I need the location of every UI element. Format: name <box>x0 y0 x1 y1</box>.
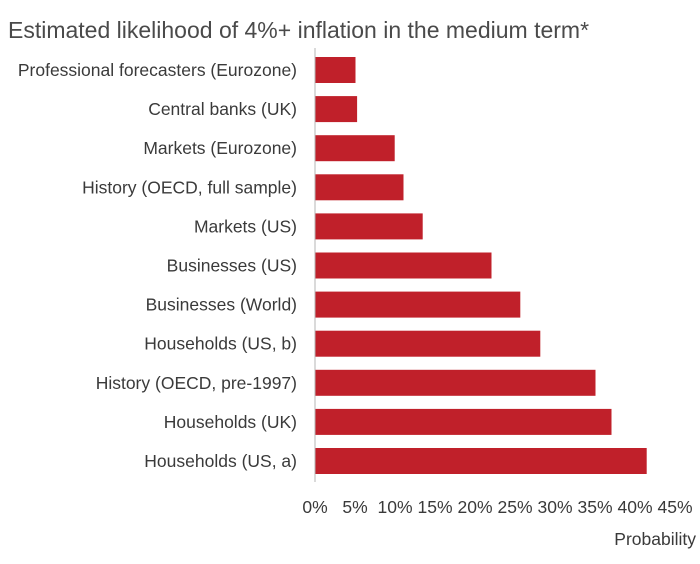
category-labels: Professional forecasters (Eurozone) Centr… <box>18 60 297 471</box>
bars-group <box>315 57 647 474</box>
bar <box>315 57 356 83</box>
category-label: Households (US, a) <box>144 451 297 471</box>
bar <box>315 408 612 435</box>
bar <box>315 96 358 123</box>
bar <box>315 135 395 162</box>
bar <box>315 213 423 240</box>
x-tick-label: 15% <box>417 497 452 517</box>
x-tick-label: 20% <box>457 497 492 517</box>
bar <box>315 330 541 357</box>
bar <box>315 174 404 201</box>
bar <box>315 252 492 279</box>
x-tick-label: 35% <box>577 497 612 517</box>
category-label: Businesses (US) <box>167 256 297 276</box>
x-tick-label: 10% <box>377 497 412 517</box>
category-label: History (OECD, pre-1997) <box>96 373 297 393</box>
x-tick-label: 40% <box>617 497 652 517</box>
category-label: Markets (US) <box>194 216 297 236</box>
category-label: History (OECD, full sample) <box>82 177 297 197</box>
bar <box>315 369 596 396</box>
chart-title: Estimated likelihood of 4%+ inflation in… <box>8 17 589 43</box>
bar <box>315 291 521 318</box>
x-tick-label: 30% <box>537 497 572 517</box>
category-label: Households (US, b) <box>144 334 297 354</box>
x-tick-label: 45% <box>657 497 692 517</box>
category-label: Central banks (UK) <box>148 99 297 119</box>
x-axis-title: Probability <box>614 529 696 549</box>
category-label: Professional forecasters (Eurozone) <box>18 60 297 80</box>
bar <box>315 448 647 474</box>
category-label: Markets (Eurozone) <box>143 138 297 158</box>
x-tick-label: 25% <box>497 497 532 517</box>
x-tick-label: 5% <box>342 497 367 517</box>
x-tick-label: 0% <box>302 497 327 517</box>
x-tick-labels: 0% 5% 10% 15% 20% 25% 30% 35% 40% 45% <box>302 497 692 517</box>
category-label: Households (UK) <box>164 412 297 432</box>
category-label: Businesses (World) <box>146 295 297 315</box>
